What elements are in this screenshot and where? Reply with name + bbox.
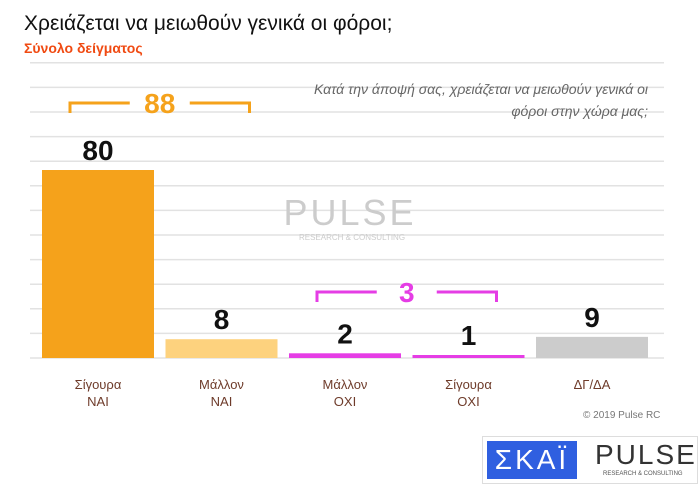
group-label: 88 — [144, 88, 175, 119]
category-label: ΟΧΙ — [334, 394, 356, 409]
category-label: ΔΓ/ΔΑ — [574, 377, 611, 392]
category-label: ΟΧΙ — [457, 394, 479, 409]
question-text: Κατά την άποψή σας, χρειάζεται να μειωθο… — [313, 81, 648, 119]
skai-logo: ΣΚΑΪ — [487, 441, 577, 479]
bar-1 — [165, 339, 278, 358]
chart-title: Χρειάζεται να μειωθούν γενικά οι φόροι; — [24, 12, 393, 35]
data-label: 80 — [82, 135, 113, 166]
bar-3 — [412, 355, 525, 358]
chart-subtitle: Σύνολο δείγματος — [24, 40, 143, 56]
copyright: © 2019 Pulse RC — [583, 410, 661, 421]
bar-0 — [42, 170, 154, 358]
category-label: Μάλλον — [323, 377, 368, 392]
bar-4 — [536, 336, 648, 358]
category-label: Σίγουρα — [445, 377, 492, 392]
watermark-sub: RESEARCH & CONSULTING — [299, 233, 405, 242]
category-label: ΝΑΙ — [211, 394, 233, 409]
data-label: 1 — [461, 320, 477, 351]
data-label: 2 — [337, 318, 353, 349]
group-bracket — [315, 290, 498, 302]
logos: ΣΚΑΪ PULSE RESEARCH & CONSULTING — [482, 436, 698, 484]
data-label: 9 — [584, 302, 600, 333]
category-label: ΝΑΙ — [87, 394, 109, 409]
bar-2 — [289, 353, 401, 358]
pulse-logo-sub: RESEARCH & CONSULTING — [603, 471, 683, 477]
category-label: Μάλλον — [199, 377, 244, 392]
data-label: 8 — [214, 304, 230, 335]
category-label: Σίγουρα — [75, 377, 122, 392]
group-label: 3 — [399, 277, 415, 308]
pulse-logo: PULSE — [595, 439, 697, 470]
watermark: PULSE — [283, 192, 416, 233]
group-bracket — [68, 101, 251, 113]
